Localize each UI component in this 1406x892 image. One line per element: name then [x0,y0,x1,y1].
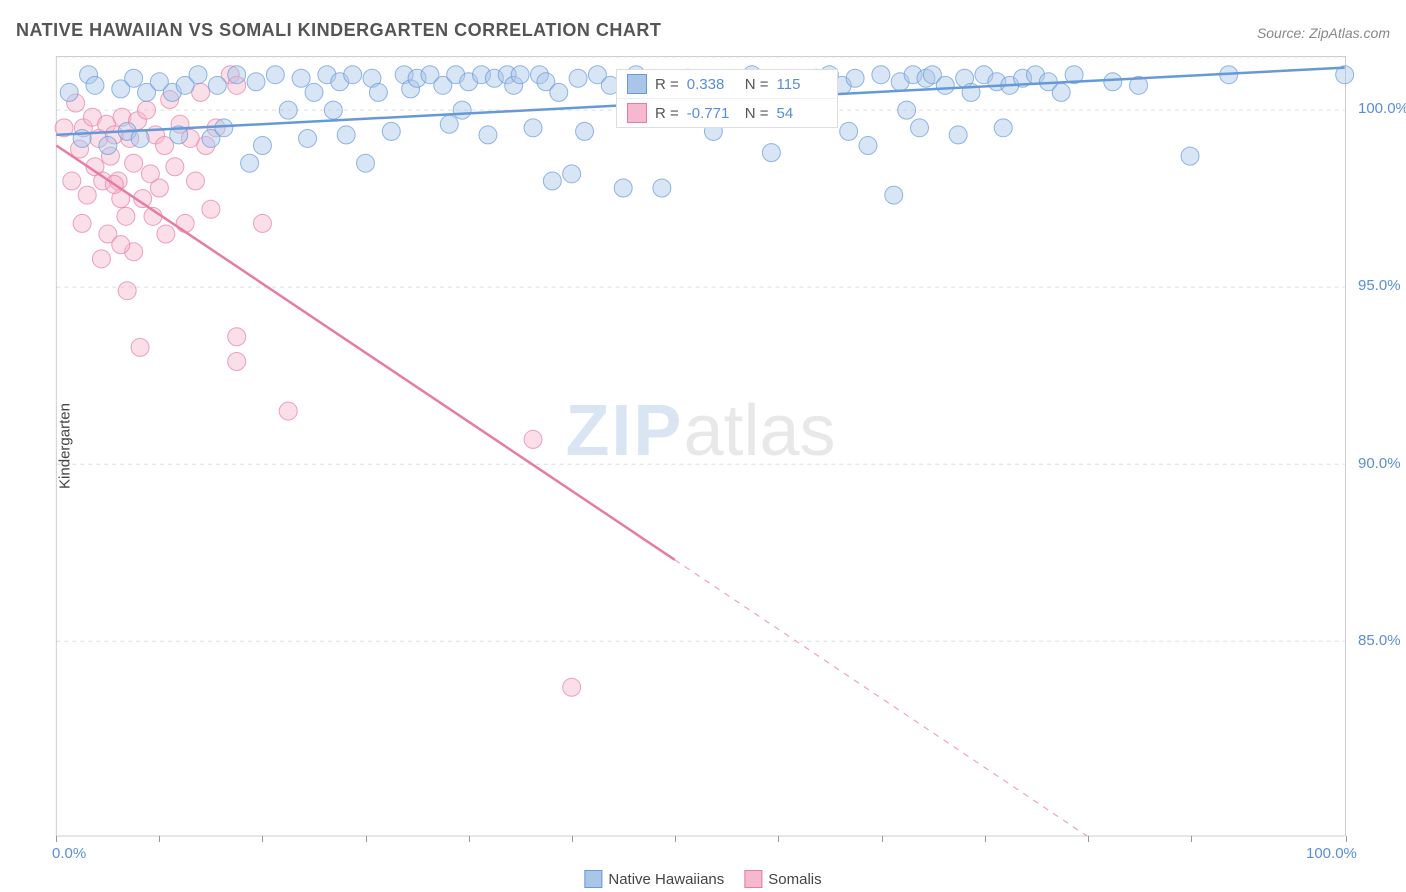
legend-item-somalis: Somalis [744,870,821,888]
x-tick [1088,836,1089,842]
n-label: N = [745,105,769,122]
x-tick [262,836,263,842]
x-tick [778,836,779,842]
x-tick [882,836,883,842]
scatter-plot-svg [56,57,1345,836]
r-value-somalis: -0.771 [687,105,737,122]
x-tick [675,836,676,842]
x-tick-label: 100.0% [1306,845,1357,862]
x-tick-label: 0.0% [52,845,86,862]
x-tick [56,836,57,842]
r-label: R = [655,105,679,122]
legend-swatch-icon [584,870,602,888]
y-tick-label: 85.0% [1358,632,1401,649]
r-label: R = [655,76,679,93]
legend-swatch-somalis [627,103,647,123]
x-tick [1346,836,1347,842]
plot-area: ZIPatlas R = 0.338 N = 115 R = -0.771 N … [56,56,1346,836]
legend-label-hawaiians: Native Hawaiians [608,871,724,888]
y-tick-label: 90.0% [1358,455,1401,472]
legend-swatch-icon [744,870,762,888]
legend-row-somalis: R = -0.771 N = 54 [617,98,837,127]
legend-swatch-hawaiians [627,74,647,94]
x-tick [572,836,573,842]
x-tick [159,836,160,842]
x-tick [366,836,367,842]
n-label: N = [745,76,769,93]
legend-label-somalis: Somalis [768,871,821,888]
legend-row-hawaiians: R = 0.338 N = 115 [617,70,837,98]
n-value-somalis: 54 [777,105,827,122]
series-legend: Native Hawaiians Somalis [584,870,821,888]
legend-item-hawaiians: Native Hawaiians [584,870,724,888]
x-tick [1191,836,1192,842]
y-tick-label: 95.0% [1358,277,1401,294]
x-tick [985,836,986,842]
r-value-hawaiians: 0.338 [687,76,737,93]
correlation-legend: R = 0.338 N = 115 R = -0.771 N = 54 [616,69,838,128]
n-value-hawaiians: 115 [777,76,827,93]
x-tick [469,836,470,842]
y-tick-label: 100.0% [1358,100,1406,117]
source-label: Source: ZipAtlas.com [1257,25,1390,41]
chart-container: NATIVE HAWAIIAN VS SOMALI KINDERGARTEN C… [0,0,1406,892]
chart-title: NATIVE HAWAIIAN VS SOMALI KINDERGARTEN C… [16,20,661,41]
